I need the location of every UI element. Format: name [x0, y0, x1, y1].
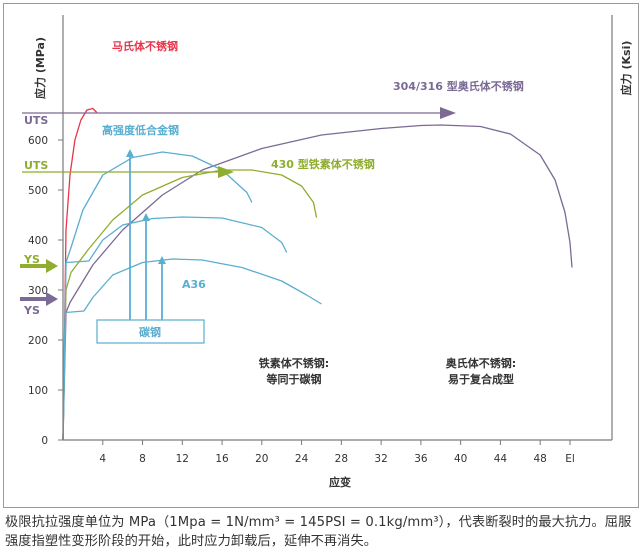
x-tick-label: 16 [215, 453, 229, 465]
curves-layer [62, 107, 573, 441]
x-tick-label: 12 [176, 453, 189, 465]
y-tick-label: 400 [28, 235, 48, 247]
ys-label-austenitic: YS [23, 304, 40, 317]
y-tick-label: 200 [28, 335, 48, 347]
y-tick-label: 100 [28, 385, 48, 397]
ys-arrow-ferritic [20, 259, 58, 273]
y-tick-label: 0 [41, 435, 48, 447]
y-axis-label-right: 应力 (Ksi) [619, 41, 633, 96]
uts-label-austenitic: UTS [24, 114, 48, 127]
series-label-martensitic: 马氏体不锈钢 [112, 39, 178, 53]
series-line-4 [62, 216, 288, 441]
x-ticks-layer: 4 8 12 16 20 24 28 32 36 40 44 48 El [99, 440, 575, 465]
ferritic-note-line1: 铁素体不锈钢: [259, 356, 329, 370]
austenitic-note-line1: 奥氏体不锈钢: [445, 356, 516, 370]
series-line-2 [62, 169, 318, 441]
series-label-hsla: 高强度低合金钢 [102, 123, 179, 137]
x-axis-label: 应变 [329, 475, 351, 489]
y-tick-label: 600 [28, 135, 48, 147]
ys-arrow-austenitic [20, 292, 58, 306]
series-line-3 [62, 151, 253, 441]
x-end-label: El [565, 453, 575, 465]
x-tick-label: 32 [374, 453, 387, 465]
y-tick-label: 300 [28, 285, 48, 297]
x-tick-label: 8 [139, 453, 146, 465]
caption: 极限抗拉强度单位为 MPa（1Mpa = 1N/mm³ = 145PSI = 0… [5, 515, 632, 549]
ferritic-note-line2: 等同于碳钢 [266, 372, 322, 386]
series-line-5 [62, 258, 322, 441]
y-ticks-layer: 0 100 200 300 400 500 600 [28, 135, 63, 447]
x-tick-label: 4 [99, 453, 106, 465]
series-label-a36: A36 [182, 278, 206, 291]
carbon-steel-box [96, 319, 205, 344]
y-tick-label: 500 [28, 185, 48, 197]
austenitic-note-line2: 易于复合成型 [448, 372, 514, 386]
uts-arrowhead-ferritic [218, 166, 234, 178]
x-tick-label: 28 [335, 453, 348, 465]
series-line-1 [62, 124, 573, 441]
x-tick-label: 20 [255, 453, 268, 465]
x-tick-label: 40 [454, 453, 467, 465]
x-tick-label: 24 [295, 453, 309, 465]
uts-label-ferritic: UTS [24, 159, 48, 172]
carbon-steel-box-label: 碳钢 [139, 325, 161, 339]
series-label-ferritic: 430 型铁素体不锈钢 [271, 157, 375, 171]
series-label-austenitic: 304/316 型奥氏体不锈钢 [393, 79, 524, 93]
x-tick-label: 48 [533, 453, 546, 465]
y-axis-label-left: 应力 (MPa) [33, 37, 47, 99]
ys-label-ferritic: YS [23, 253, 40, 266]
x-tick-label: 36 [414, 453, 428, 465]
x-tick-label: 44 [494, 453, 508, 465]
stress-strain-chart: 4 8 12 16 20 24 28 32 36 40 44 48 El 010020030040050… [20, 15, 633, 489]
series-line-0 [62, 107, 98, 441]
chart-frame [3, 3, 639, 508]
uts-arrowhead-austenitic [440, 107, 456, 119]
